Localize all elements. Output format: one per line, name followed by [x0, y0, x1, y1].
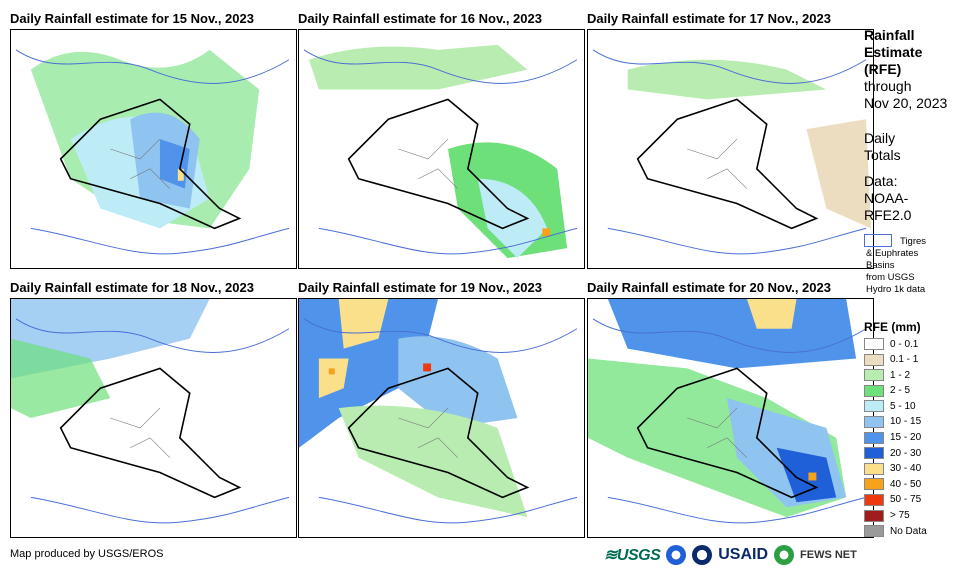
- side-data-source2: RFE2.0: [864, 207, 912, 223]
- logos-bar: ≋USGS USAID FEWS NET: [604, 543, 857, 567]
- panel-title-5: Daily Rainfall estimate for 19 Nov., 202…: [298, 280, 542, 295]
- legend-swatch: [864, 415, 884, 428]
- legend-row: 30 - 40: [864, 462, 927, 476]
- legend-row: 10 - 15: [864, 415, 927, 429]
- legend-label: > 75: [890, 510, 910, 522]
- legend-label: No Data: [890, 525, 927, 537]
- basin-line-1: Tigres: [900, 236, 927, 247]
- rainfall-map-19-nov: [298, 298, 585, 538]
- rainfall-map-20-nov: [587, 298, 874, 538]
- legend-title: RFE (mm): [864, 320, 921, 334]
- legend-swatch: [864, 525, 884, 538]
- legend-label: 0 - 0.1: [890, 338, 919, 350]
- legend-row: 0.1 - 1: [864, 353, 927, 367]
- side-title-line-1: Rainfall: [864, 27, 915, 43]
- legend-swatch: [864, 493, 884, 506]
- legend-label: 15 - 20: [890, 432, 922, 444]
- rainfall-map-15-nov: [10, 29, 297, 269]
- legend-label: 10 - 15: [890, 416, 922, 428]
- legend-swatch: [864, 478, 884, 491]
- panel-title-4: Daily Rainfall estimate for 18 Nov., 202…: [10, 280, 254, 295]
- rainfall-map-18-nov: [10, 298, 297, 538]
- legend-row: 15 - 20: [864, 431, 927, 445]
- legend-swatch: [864, 338, 884, 350]
- side-data-label: Data:: [864, 173, 898, 189]
- basin-line-4: from USGS: [866, 272, 915, 283]
- legend-label: 0.1 - 1: [890, 354, 919, 366]
- legend-label: 1 - 2: [890, 369, 911, 381]
- legend-row: 20 - 30: [864, 446, 927, 460]
- side-through: through: [864, 78, 912, 94]
- legend-row: 2 - 5: [864, 384, 927, 398]
- legend-row: No Data: [864, 524, 927, 538]
- legend-row: > 75: [864, 509, 927, 523]
- basin-line-5: Hydro 1k data: [866, 284, 926, 295]
- legend-label: 40 - 50: [890, 478, 922, 490]
- legend-swatch: [864, 384, 884, 397]
- legend-label: 5 - 10: [890, 400, 916, 412]
- legend-row: 1 - 2: [864, 368, 927, 382]
- panel-title-3: Daily Rainfall estimate for 17 Nov., 202…: [587, 11, 831, 26]
- side-daily: Daily: [864, 130, 896, 146]
- legend-swatch: [864, 431, 884, 444]
- side-date: Nov 20, 2023: [864, 95, 948, 111]
- legend-row: 50 - 75: [864, 493, 927, 507]
- legend-row: 40 - 50: [864, 477, 927, 491]
- legend-label: 20 - 30: [890, 447, 922, 459]
- fews-globe-icon: [774, 545, 795, 565]
- basin-legend-text: Tigres & Euphrates Basins from USGS Hydr…: [866, 236, 966, 296]
- fews-net-logo: FEWS NET: [800, 549, 857, 561]
- legend-label: 50 - 75: [890, 494, 922, 506]
- rainfall-map-16-nov: [298, 29, 585, 269]
- side-title-line-3: (RFE): [864, 61, 902, 77]
- footer-credit: Map produced by USGS/EROS: [10, 548, 164, 560]
- noaa-logo-icon: [666, 545, 687, 565]
- side-totals: Totals: [864, 147, 901, 163]
- usaid-logo: USAID: [718, 546, 769, 563]
- side-daily-totals: Daily Totals: [864, 130, 901, 164]
- legend-row: 5 - 10: [864, 399, 927, 413]
- legend-swatch: [864, 400, 884, 413]
- side-data-source: Data: NOAA- RFE2.0: [864, 173, 911, 224]
- legend-swatch: [864, 509, 884, 522]
- dhs-seal-icon: [692, 545, 713, 565]
- side-data-source1: NOAA-: [864, 190, 909, 206]
- usgs-logo: ≋USGS: [604, 547, 661, 564]
- basin-outline-swatch: [864, 234, 892, 247]
- legend-swatch: [864, 369, 884, 382]
- legend-label: 30 - 40: [890, 463, 922, 475]
- basin-line-3: Basins: [866, 260, 895, 271]
- side-title-line-2: Estimate: [864, 44, 923, 60]
- legend-swatch: [864, 353, 884, 366]
- rfe-legend: 0 - 0.1 0.1 - 1 1 - 2 2 - 5 5 - 10 10 - 15 15 …: [864, 337, 927, 540]
- basin-line-2: & Euphrates: [866, 248, 919, 259]
- panel-title-2: Daily Rainfall estimate for 16 Nov., 202…: [298, 11, 542, 26]
- side-title: Rainfall Estimate (RFE) through Nov 20, …: [864, 27, 947, 112]
- legend-swatch: [864, 447, 884, 460]
- legend-row: 0 - 0.1: [864, 337, 927, 351]
- legend-label: 2 - 5: [890, 385, 911, 397]
- panel-title-6: Daily Rainfall estimate for 20 Nov., 202…: [587, 280, 831, 295]
- panel-title-1: Daily Rainfall estimate for 15 Nov., 202…: [10, 11, 254, 26]
- rainfall-map-17-nov: [587, 29, 874, 269]
- legend-swatch: [864, 462, 884, 475]
